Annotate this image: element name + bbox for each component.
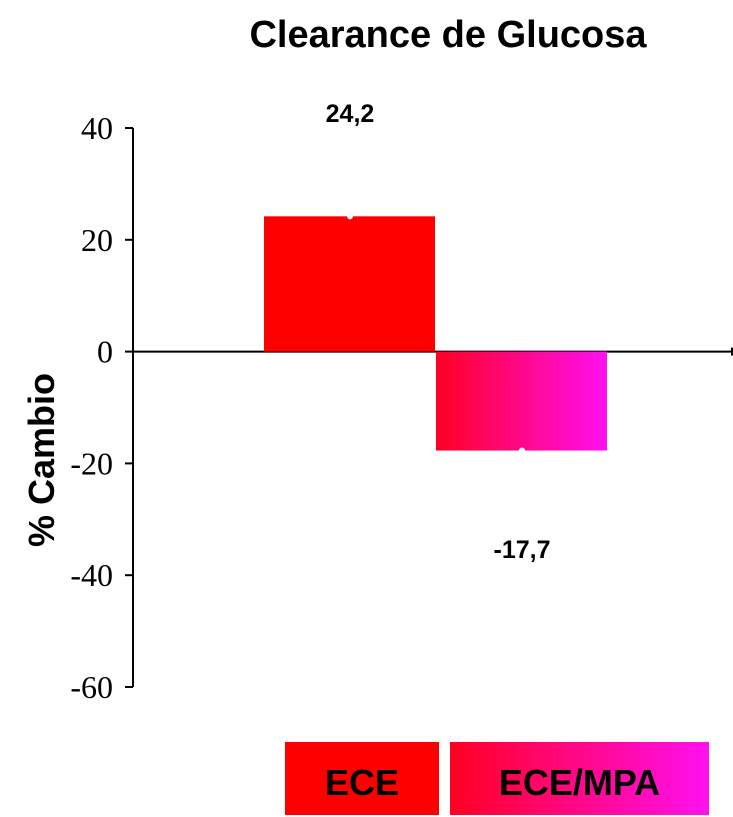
data-label: -17,7 — [494, 536, 551, 564]
category-box-ece-mpa — [450, 742, 709, 815]
y-tick-label: -60 — [70, 669, 113, 705]
y-axis-label: % Cambio — [21, 373, 62, 547]
category-box-ece — [285, 742, 439, 815]
y-tick-label: -20 — [70, 445, 113, 481]
y-tick-label: -40 — [70, 557, 113, 593]
y-tick-label: 20 — [81, 222, 113, 258]
data-point-marker — [347, 213, 353, 220]
bars-group: 24,2 -17,7 — [264, 100, 607, 564]
bar-ece — [264, 216, 435, 352]
y-tick-label: 40 — [81, 110, 113, 146]
bar-ece-mpa — [436, 351, 607, 451]
y-tick-label: 0 — [97, 334, 113, 370]
y-axis: 40 20 0 -20 -40 -60 — [70, 110, 733, 705]
chart-title: Clearance de Glucosa — [249, 14, 647, 56]
category-label: ECE — [325, 762, 399, 803]
category-label: ECE/MPA — [499, 762, 660, 803]
data-label: 24,2 — [326, 100, 375, 128]
category-labels: ECE ECE/MPA — [285, 742, 709, 815]
data-point-marker — [519, 447, 525, 454]
